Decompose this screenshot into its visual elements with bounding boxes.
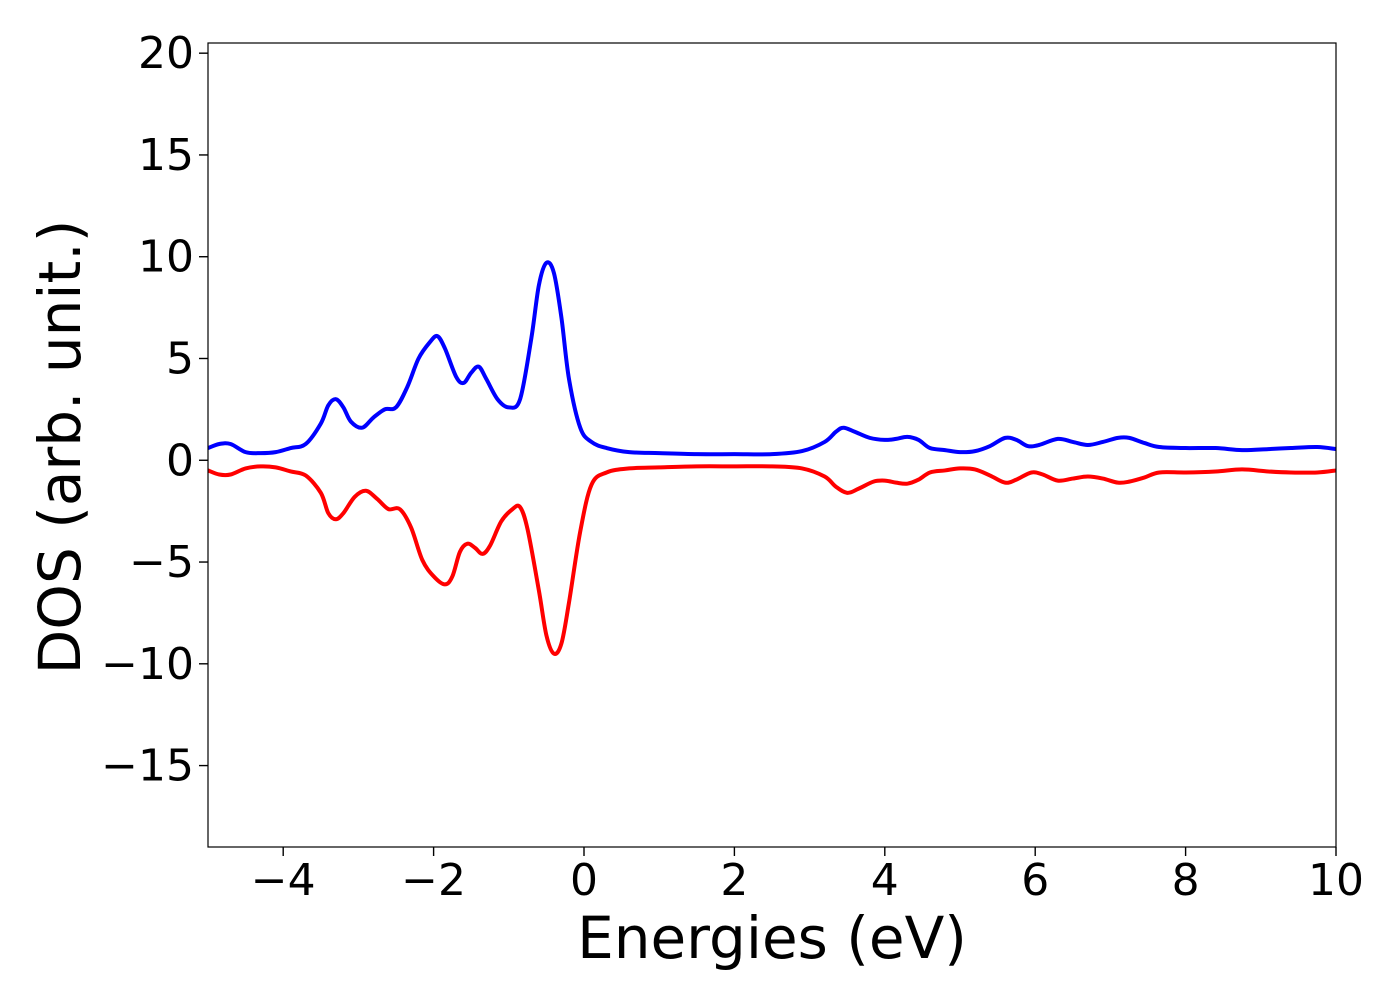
y-tick-label: −15: [101, 741, 194, 792]
dos-series-1-line: [208, 260, 1336, 457]
y-axis-label: DOS (arb. unit.): [26, 220, 94, 675]
x-tick-label: 4: [871, 855, 899, 906]
y-tick-label: −5: [129, 537, 194, 588]
y-axis: −15 −10 −5 0 5 10 15 20: [101, 28, 208, 792]
series-layer: [208, 260, 1336, 656]
y-tick-label: 0: [166, 435, 194, 486]
y-tick-label: −10: [101, 639, 194, 690]
x-tick-label: −2: [401, 855, 466, 906]
x-axis-label: Energies (eV): [577, 904, 967, 972]
x-tick-label: 6: [1021, 855, 1049, 906]
y-tick-label: 10: [138, 232, 194, 283]
x-axis: −4 −2 0 2 4 6 8 10: [251, 847, 1364, 906]
y-tick-label: 20: [138, 28, 194, 79]
x-tick-label: 2: [720, 855, 748, 906]
x-tick-label: 0: [570, 855, 598, 906]
dos-series-2-line: [208, 464, 1336, 656]
plot-frame: [207, 42, 1337, 848]
x-tick-label: −4: [251, 855, 316, 906]
x-tick-label: 10: [1308, 855, 1364, 906]
y-tick-label: 5: [166, 333, 194, 384]
y-tick-label: 15: [138, 130, 194, 181]
x-tick-label: 8: [1172, 855, 1200, 906]
